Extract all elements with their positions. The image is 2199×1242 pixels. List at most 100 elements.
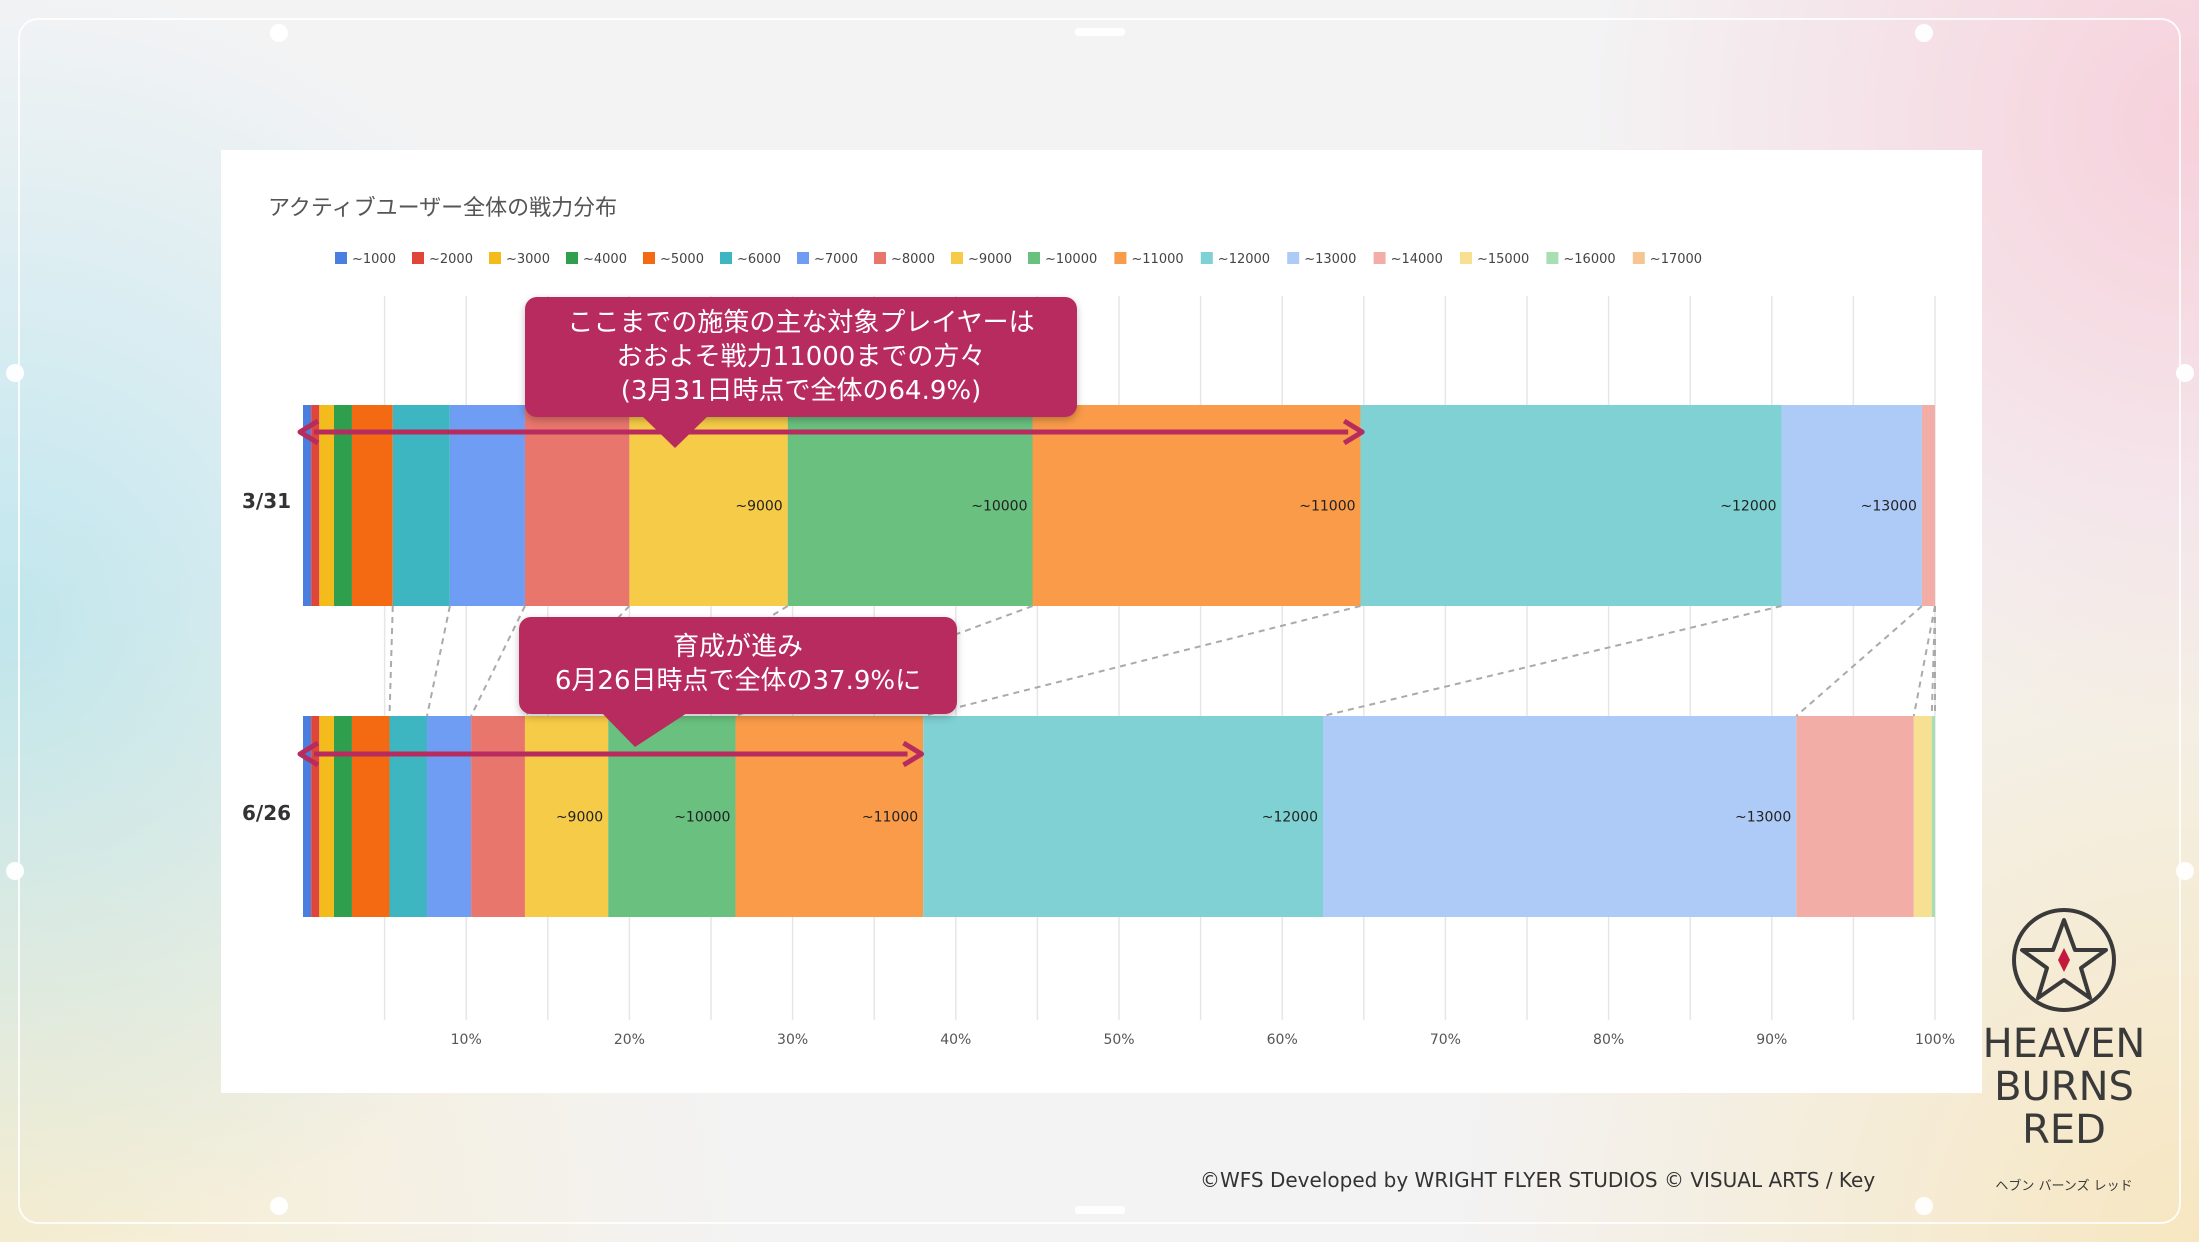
arrow-head-left xyxy=(297,740,320,768)
legend-entry: ~5000 xyxy=(660,252,704,267)
bar-segment xyxy=(524,716,609,917)
x-tick-label: 40% xyxy=(940,1032,971,1048)
connector-line xyxy=(388,605,394,717)
callout-line: (3月31日時点で全体の64.9%) xyxy=(620,376,982,406)
segment-label: ~12000 xyxy=(1262,810,1318,826)
segment-label: ~11000 xyxy=(862,810,918,826)
legend-entry: ~7000 xyxy=(814,252,858,267)
logo-text-line-2: BURNS xyxy=(1994,1064,2134,1110)
bar-segment xyxy=(319,405,335,606)
bar-segment xyxy=(351,405,393,606)
star-emblem-icon xyxy=(2012,908,2116,1012)
legend-swatch xyxy=(951,252,963,264)
callout-pointer xyxy=(600,711,690,747)
connector-line xyxy=(1912,605,1936,717)
logo-subtext: ヘブン バーンズ レッド xyxy=(1995,1178,2132,1194)
frame-dot-bottom-left xyxy=(270,1197,288,1215)
bar-segment xyxy=(351,716,390,917)
bar-segment xyxy=(392,405,450,606)
frame-notch-bottom xyxy=(1075,1206,1125,1214)
arrow-head-right xyxy=(1342,418,1365,446)
bar-segment xyxy=(471,716,525,917)
stacked-bars xyxy=(303,405,1935,917)
bar-segment xyxy=(1921,405,1935,606)
legend-entry: ~1000 xyxy=(352,252,396,267)
connector-line xyxy=(922,605,1361,717)
legend-entry: ~12000 xyxy=(1218,252,1270,267)
legend-entry: ~11000 xyxy=(1131,252,1183,267)
callout-growth: 育成が進み 6月26日時点で全体の37.9%に xyxy=(519,617,957,714)
segment-label: ~9000 xyxy=(735,499,782,515)
bar-segment xyxy=(319,716,335,917)
legend-swatch xyxy=(1028,252,1040,264)
legend-swatch xyxy=(412,252,424,264)
legend-entry: ~14000 xyxy=(1391,252,1443,267)
bar-segment xyxy=(334,405,352,606)
segment-label: ~11000 xyxy=(1299,499,1355,515)
bar-segment xyxy=(1323,716,1797,917)
connector-line xyxy=(1322,605,1782,717)
bar-segment xyxy=(629,405,788,606)
bar-segment xyxy=(311,716,320,917)
category-label: 3/31 xyxy=(242,489,291,513)
frame-dot-right-2 xyxy=(2176,862,2194,880)
bar-segment xyxy=(1781,405,1922,606)
legend-entry: ~13000 xyxy=(1304,252,1356,267)
arrow-head-right xyxy=(902,740,925,768)
callout-line: ここまでの施策の主な対象プレイヤーは xyxy=(567,308,1035,338)
legend-entry: ~10000 xyxy=(1045,252,1097,267)
x-tick-label: 100% xyxy=(1915,1032,1955,1048)
frame-dot-bottom-right xyxy=(1915,1197,1933,1215)
legend-swatch xyxy=(874,252,886,264)
bar-segment xyxy=(735,716,924,917)
bar-segment xyxy=(1032,405,1361,606)
callout-target-players: ここまでの施策の主な対象プレイヤーは おおよそ戦力11000までの方々 (3月3… xyxy=(525,297,1077,417)
bar-segment xyxy=(389,716,428,917)
bar-segment xyxy=(311,405,320,606)
legend-swatch xyxy=(1200,252,1213,264)
callout-line: 6月26日時点で全体の37.9%に xyxy=(554,666,922,696)
frame-notch-top xyxy=(1075,28,1125,36)
legend-entry: ~4000 xyxy=(583,252,627,267)
x-tick-label: 70% xyxy=(1430,1032,1461,1048)
chart-panel xyxy=(221,150,1982,1093)
x-tick-label: 10% xyxy=(451,1032,482,1048)
legend-swatch xyxy=(489,252,501,264)
legend-swatch xyxy=(1460,252,1472,264)
axis-labels: 10% 20% 30% 40% 50% 60% 70% 80% 90% 100% 3/31 6/26 xyxy=(242,489,1955,1048)
bar-segment xyxy=(923,716,1323,917)
x-tick-label: 50% xyxy=(1103,1032,1134,1048)
category-label: 6/26 xyxy=(242,801,291,825)
bar-segment xyxy=(1360,405,1782,606)
bar-segment xyxy=(1931,716,1935,917)
frame-dot-left-1 xyxy=(6,364,24,382)
bar-segment xyxy=(1913,716,1932,917)
legend-swatch xyxy=(797,252,809,264)
legend-swatch xyxy=(643,252,655,264)
legend-entry: ~6000 xyxy=(737,252,781,267)
bar-segment xyxy=(303,405,312,606)
bar-segment xyxy=(334,716,352,917)
legend-swatch xyxy=(335,252,347,264)
screen-frame xyxy=(18,18,2181,1224)
bar-segment xyxy=(1796,716,1914,917)
bar-segment xyxy=(303,716,312,917)
legend-swatch xyxy=(566,252,578,264)
bar-segment xyxy=(787,405,1033,606)
legend-entry: ~8000 xyxy=(891,252,935,267)
segment-label: ~12000 xyxy=(1720,499,1776,515)
chart-legend: ~1000 ~2000 ~3000 ~4000 ~5000 ~6000 ~7000 ~8000… xyxy=(335,252,1702,267)
connector-line xyxy=(1795,605,1923,717)
frame-dot-top-left xyxy=(270,24,288,42)
legend-swatch xyxy=(1287,252,1300,264)
legend-entry: ~16000 xyxy=(1563,252,1615,267)
arrow-head-left xyxy=(297,418,320,446)
legend-entry: ~2000 xyxy=(429,252,473,267)
connector-line xyxy=(426,605,451,717)
legend-entry: ~9000 xyxy=(968,252,1012,267)
legend-swatch xyxy=(720,252,732,264)
chart-title: アクティブユーザー全体の戦力分布 xyxy=(268,196,618,221)
x-tick-label: 20% xyxy=(614,1032,645,1048)
game-logo: HEAVEN BURNS RED ヘブン バーンズ レッド xyxy=(1983,908,2145,1194)
segment-label: ~10000 xyxy=(674,810,730,826)
